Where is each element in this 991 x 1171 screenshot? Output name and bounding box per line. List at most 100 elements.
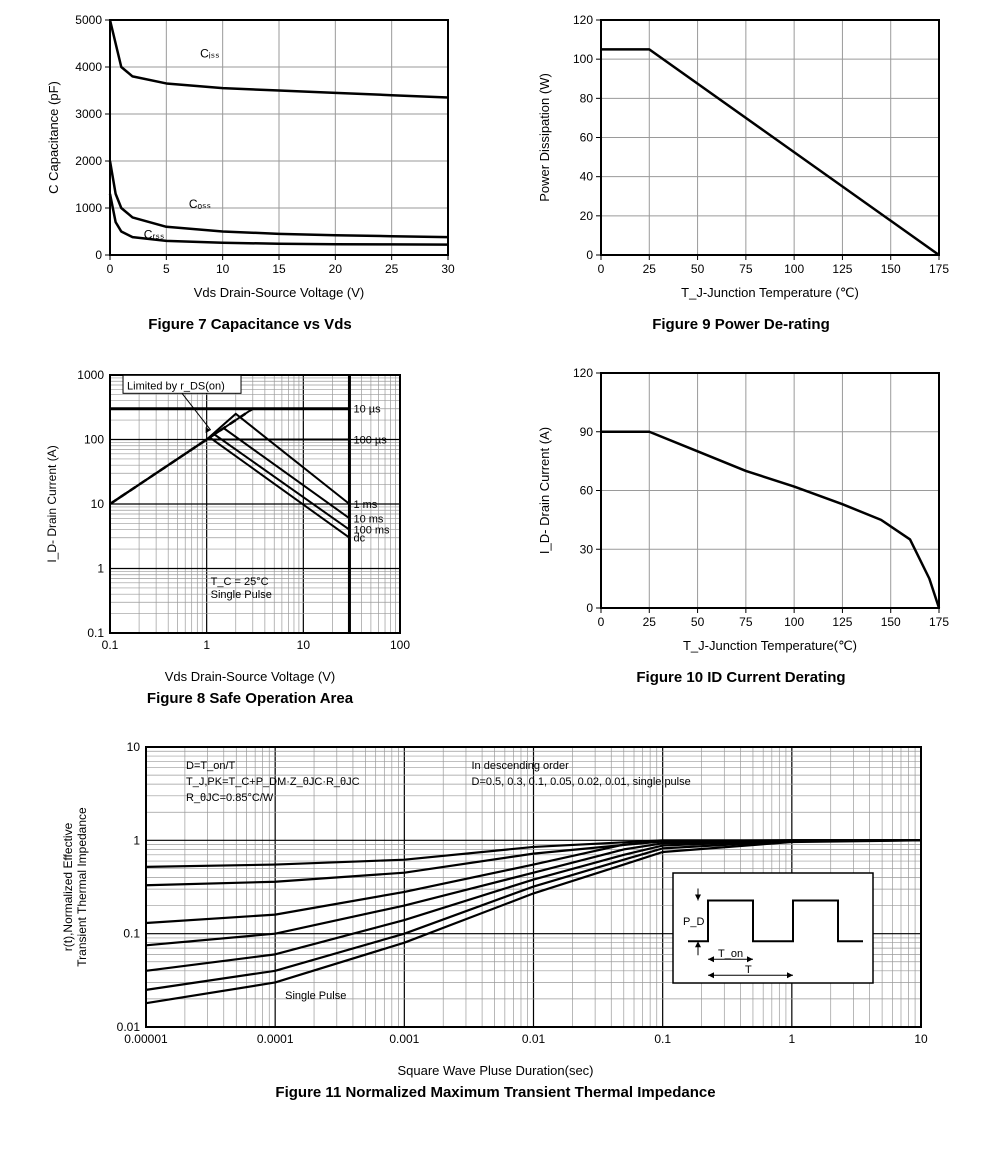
svg-text:90: 90 <box>580 425 594 439</box>
panel-fig8: 0.11101000.11101001000I_D- Drain Current… <box>40 363 460 707</box>
svg-text:100: 100 <box>784 615 804 629</box>
chart-fig8: 0.11101000.11101001000I_D- Drain Current… <box>40 363 460 663</box>
caption-fig7: Figure 7 Capacitance vs Vds <box>148 316 351 333</box>
svg-text:Cᵢₛₛ: Cᵢₛₛ <box>200 47 220 61</box>
panel-fig7: 051015202530010002000300040005000Vds Dra… <box>40 10 460 333</box>
svg-text:50: 50 <box>691 615 705 629</box>
svg-text:1000: 1000 <box>75 201 102 215</box>
svg-text:T: T <box>745 964 752 976</box>
svg-text:10: 10 <box>91 497 105 511</box>
svg-text:10: 10 <box>914 1032 928 1046</box>
svg-text:10 ms: 10 ms <box>353 513 383 525</box>
caption-fig8: Figure 8 Safe Operation Area <box>147 690 353 707</box>
caption-fig11: Figure 11 Normalized Maximum Transient T… <box>275 1084 715 1101</box>
panel-fig10: 02550751001251501750306090120T_J-Junctio… <box>531 363 951 707</box>
svg-text:0: 0 <box>598 615 605 629</box>
svg-text:Cᵣₛₛ: Cᵣₛₛ <box>144 228 165 242</box>
svg-text:1: 1 <box>788 1032 795 1046</box>
svg-text:Cₒₛₛ: Cₒₛₛ <box>189 197 211 211</box>
svg-text:50: 50 <box>691 262 705 276</box>
panel-fig9: 0255075100125150175020406080100120T_J-Ju… <box>531 10 951 333</box>
row-2: 0.11101000.11101001000I_D- Drain Current… <box>40 363 951 707</box>
chart-fig10: 02550751001251501750306090120T_J-Junctio… <box>531 363 951 663</box>
svg-text:60: 60 <box>580 131 594 145</box>
svg-text:1: 1 <box>133 833 140 847</box>
svg-text:0.1: 0.1 <box>654 1032 671 1046</box>
svg-text:100 µs: 100 µs <box>353 435 387 447</box>
svg-text:Limited by r_DS(on): Limited by r_DS(on) <box>127 380 225 392</box>
svg-text:20: 20 <box>580 209 594 223</box>
chart-fig9: 0255075100125150175020406080100120T_J-Ju… <box>531 10 951 310</box>
svg-text:0: 0 <box>586 601 593 615</box>
svg-text:T_J-Junction Temperature(℃): T_J-Junction Temperature(℃) <box>683 638 857 653</box>
svg-text:Single Pulse: Single Pulse <box>211 589 272 601</box>
svg-text:30: 30 <box>441 262 455 276</box>
panel-fig11: 0.00001 0.0001 0.001 0.01 0.1 1 10 0.01 0.1 1 10 r(… <box>56 737 936 1101</box>
svg-text:T_C = 25°C: T_C = 25°C <box>211 576 269 588</box>
svg-text:0.00001: 0.00001 <box>124 1032 168 1046</box>
chart-fig11: 0.00001 0.0001 0.001 0.01 0.1 1 10 0.01 0.1 1 10 r(… <box>56 737 936 1057</box>
svg-text:60: 60 <box>580 484 594 498</box>
svg-text:r(t),Normalized Effective: r(t),Normalized Effective <box>61 822 75 951</box>
svg-text:1: 1 <box>97 562 104 576</box>
svg-text:Vds Drain-Source Voltage (V): Vds Drain-Source Voltage (V) <box>194 285 365 300</box>
svg-text:0: 0 <box>598 262 605 276</box>
svg-text:I_D- Drain Current (A): I_D- Drain Current (A) <box>537 427 552 554</box>
svg-text:15: 15 <box>272 262 286 276</box>
svg-text:In descending order: In descending order <box>471 760 569 772</box>
xlabel-fig11: Square Wave Pluse Duration(sec) <box>397 1063 593 1078</box>
caption-fig9: Figure 9 Power De-rating <box>652 316 830 333</box>
svg-text:100: 100 <box>573 52 593 66</box>
svg-text:4000: 4000 <box>75 60 102 74</box>
svg-text:25: 25 <box>643 615 657 629</box>
svg-text:1000: 1000 <box>77 368 104 382</box>
svg-text:30: 30 <box>580 542 594 556</box>
row-1: 051015202530010002000300040005000Vds Dra… <box>40 10 951 333</box>
svg-text:5000: 5000 <box>75 13 102 27</box>
svg-text:175: 175 <box>929 615 949 629</box>
svg-text:T_on: T_on <box>718 948 743 960</box>
row-3: 0.00001 0.0001 0.001 0.01 0.1 1 10 0.01 0.1 1 10 r(… <box>40 737 951 1101</box>
svg-text:R_θJC=0.85°C/W: R_θJC=0.85°C/W <box>186 792 274 804</box>
svg-text:3000: 3000 <box>75 107 102 121</box>
svg-text:0: 0 <box>95 248 102 262</box>
svg-text:1: 1 <box>203 638 210 652</box>
svg-text:dc: dc <box>353 533 365 545</box>
caption-fig10: Figure 10 ID Current Derating <box>636 669 845 686</box>
svg-text:T_J-Junction Temperature (℃): T_J-Junction Temperature (℃) <box>681 285 859 300</box>
svg-text:0: 0 <box>107 262 114 276</box>
svg-text:I_D- Drain Current (A): I_D- Drain Current (A) <box>45 445 59 562</box>
svg-text:40: 40 <box>580 170 594 184</box>
svg-text:100: 100 <box>84 433 104 447</box>
svg-text:0.1: 0.1 <box>102 638 119 652</box>
svg-text:0.001: 0.001 <box>389 1032 419 1046</box>
svg-text:0: 0 <box>586 248 593 262</box>
svg-text:10: 10 <box>126 740 140 754</box>
xlabel-fig8: Vds Drain-Source Voltage (V) <box>165 669 336 684</box>
svg-text:75: 75 <box>739 262 753 276</box>
svg-text:T_J,PK=T_C+P_DM·Z_θJC·R_θJC: T_J,PK=T_C+P_DM·Z_θJC·R_θJC <box>186 776 360 788</box>
svg-text:0.01: 0.01 <box>521 1032 545 1046</box>
svg-text:75: 75 <box>739 615 753 629</box>
svg-text:100: 100 <box>390 638 410 652</box>
svg-text:D=0.5, 0.3, 0.1, 0.05, 0.02, 0: D=0.5, 0.3, 0.1, 0.05, 0.02, 0.01, singl… <box>471 776 690 788</box>
svg-text:Single Pulse: Single Pulse <box>285 990 346 1002</box>
svg-text:125: 125 <box>832 262 852 276</box>
svg-text:5: 5 <box>163 262 170 276</box>
svg-text:0.01: 0.01 <box>116 1020 140 1034</box>
svg-text:Power Dissipation (W): Power Dissipation (W) <box>537 73 552 202</box>
svg-text:2000: 2000 <box>75 154 102 168</box>
svg-text:175: 175 <box>929 262 949 276</box>
svg-text:0.1: 0.1 <box>123 927 140 941</box>
svg-text:120: 120 <box>573 366 593 380</box>
datasheet-page: 051015202530010002000300040005000Vds Dra… <box>0 0 991 1171</box>
svg-text:20: 20 <box>329 262 343 276</box>
svg-text:150: 150 <box>881 262 901 276</box>
svg-text:150: 150 <box>881 615 901 629</box>
svg-text:0.0001: 0.0001 <box>256 1032 293 1046</box>
svg-text:10: 10 <box>216 262 230 276</box>
svg-text:10 µs: 10 µs <box>353 404 381 416</box>
svg-text:10: 10 <box>297 638 311 652</box>
svg-text:1 ms: 1 ms <box>353 499 377 511</box>
svg-text:D=T_on/T: D=T_on/T <box>186 760 235 772</box>
